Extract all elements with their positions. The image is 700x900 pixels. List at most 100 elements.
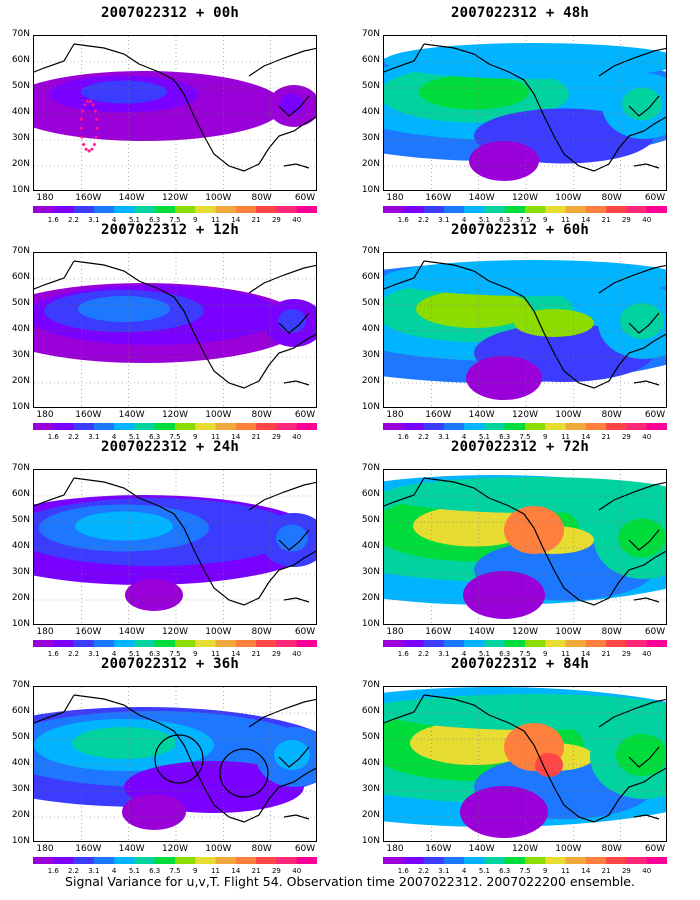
colorbar-swatch [484, 206, 506, 213]
colorbar-swatch [606, 206, 627, 213]
latitude-label: 60N [11, 489, 30, 499]
colorbar-swatch [33, 423, 54, 430]
latitude-label: 40N [11, 758, 30, 768]
latitude-label: 20N [361, 159, 380, 169]
gulf-coast [618, 550, 666, 583]
colorbar-label: 2.2 [67, 216, 80, 224]
colorbar-swatch [585, 640, 607, 647]
colorbar-label: 2.2 [67, 867, 80, 875]
colorbar-label: 3.1 [88, 216, 100, 224]
colorbar-label: 5.1 [478, 650, 490, 658]
colorbar-swatch [134, 206, 156, 213]
longitude-label: 140W [118, 627, 145, 637]
map-plot-area [33, 35, 317, 191]
map-plot-area [33, 686, 317, 842]
colorbar-swatch [443, 423, 465, 430]
colorbar-swatch [73, 423, 95, 430]
colorbar-label: 2.2 [417, 867, 430, 875]
colorbar-swatch [276, 640, 298, 647]
colorbar-swatch [383, 640, 404, 647]
latitude-label: 10N [361, 836, 380, 846]
map-svg [384, 470, 666, 624]
colorbar-svg [33, 640, 317, 647]
colorbar-swatch [626, 857, 648, 864]
latitude-label: 50N [361, 515, 380, 525]
colorbar-label: 40 [292, 433, 302, 441]
colorbar [33, 640, 317, 647]
colorbar-swatch [33, 206, 54, 213]
gulf-coast [618, 767, 666, 800]
colorbar-swatch [276, 423, 298, 430]
caribbean-islands [283, 380, 310, 386]
colorbar-label: 11 [561, 216, 571, 224]
colorbar-label: 6.3 [499, 867, 511, 875]
latitude-label: 30N [361, 133, 380, 143]
latitude-label: 30N [361, 350, 380, 360]
colorbar-label: 2.2 [417, 433, 430, 441]
latitude-label: 10N [11, 185, 30, 195]
colorbar-swatch [195, 423, 217, 430]
coastline [34, 260, 316, 389]
colorbar-swatch [423, 423, 445, 430]
latitude-label: 30N [11, 133, 30, 143]
canada-coast [248, 481, 316, 511]
longitude-label: 60W [644, 193, 666, 203]
colorbar-swatch [464, 857, 485, 864]
great-lakes-outline [628, 746, 660, 768]
colorbar-swatch [484, 423, 506, 430]
colorbar-label: 40 [292, 650, 302, 658]
variance-contour [122, 794, 186, 830]
colorbar-label: 40 [642, 867, 652, 875]
panel-title: 2007022312 + 24h [100, 439, 240, 455]
colorbar-swatch [443, 640, 465, 647]
flight-track-point [91, 103, 95, 107]
longitude-label: 160W [75, 627, 102, 637]
coastline [384, 43, 666, 172]
latitude-label: 20N [11, 810, 30, 820]
great-lakes-outline [628, 95, 660, 117]
longitude-label: 180 [386, 627, 404, 637]
longitude-label: 100W [555, 844, 582, 854]
longitude-label: 140W [118, 844, 145, 854]
colorbar-label: 5.1 [478, 867, 490, 875]
latitude-label: 60N [11, 272, 30, 282]
map-panel: 2007022312 + 36h 70N 60N 50N 40N 30N 20N 10N 180… [0, 656, 340, 875]
colorbar-label: 6.3 [499, 216, 511, 224]
latitude-label: 10N [361, 402, 380, 412]
colorbar-swatch [175, 206, 196, 213]
colorbar-swatch [383, 857, 404, 864]
latitude-label: 60N [11, 706, 30, 716]
longitude-label: 100W [555, 410, 582, 420]
lat-lon-grid [384, 470, 666, 624]
colorbar-swatch [525, 206, 546, 213]
map-svg [384, 687, 666, 841]
colorbar-swatch [504, 857, 526, 864]
colorbar-label: 14 [231, 867, 241, 875]
colorbar-swatch [545, 640, 567, 647]
colorbar-label: 29 [621, 433, 631, 441]
caribbean-islands [633, 163, 660, 169]
colorbar-label: 3.1 [88, 867, 100, 875]
caribbean-islands [283, 814, 310, 820]
colorbar-swatch [256, 206, 277, 213]
west-coast-line [73, 43, 270, 172]
colorbar-swatch [134, 423, 156, 430]
coastline [34, 477, 316, 606]
latitude-label: 20N [11, 593, 30, 603]
colorbar-svg [383, 640, 667, 647]
colorbar-label: 29 [621, 216, 631, 224]
colorbar-label: 11 [211, 216, 221, 224]
colorbar-swatch [215, 423, 237, 430]
longitude-label: 180 [386, 844, 404, 854]
longitude-label: 80W [251, 627, 272, 637]
canada-coast [598, 481, 666, 511]
map-panel: 2007022312 + 72h 70N 60N 50N 40N 30N 20N 10N 180… [350, 439, 690, 658]
latitude-label: 50N [11, 298, 30, 308]
colorbar-label: 40 [642, 216, 652, 224]
colorbar-label: 9 [543, 867, 548, 875]
longitude-label: 140W [118, 410, 145, 420]
alaska-coast [384, 43, 425, 73]
lat-lon-grid [384, 687, 666, 841]
longitude-label: 180 [386, 193, 404, 203]
variance-contour [618, 518, 666, 558]
